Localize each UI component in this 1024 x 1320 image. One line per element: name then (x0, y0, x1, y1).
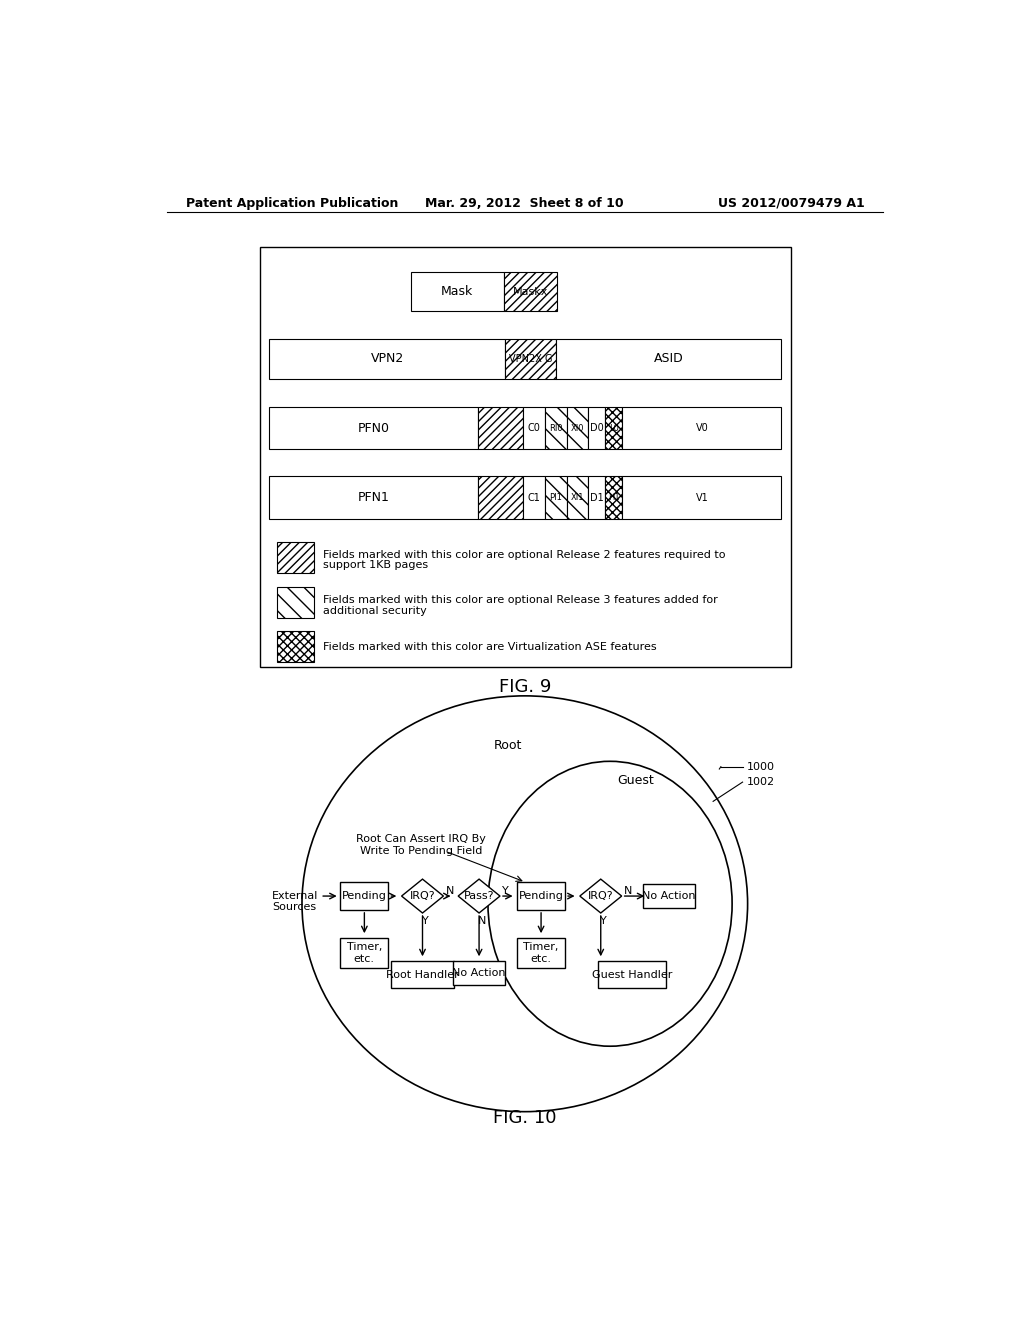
Bar (269, 407, 478, 450)
Text: V0: V0 (695, 424, 709, 433)
Text: External
Sources: External Sources (271, 891, 317, 912)
Text: FIG. 9: FIG. 9 (499, 678, 551, 696)
Bar (517, 882, 565, 909)
Text: VPN2X G: VPN2X G (509, 354, 552, 363)
Text: Y: Y (600, 916, 607, 927)
Text: No Action: No Action (453, 968, 506, 978)
Text: Y: Y (422, 916, 429, 927)
Text: ASID: ASID (653, 352, 683, 366)
Text: PI1: PI1 (549, 494, 562, 502)
Text: US 2012/0079479 A1: US 2012/0079479 A1 (718, 197, 864, 210)
Bar (589, 407, 605, 450)
Text: Pending: Pending (518, 891, 563, 902)
Text: Pass?: Pass? (464, 891, 495, 902)
Text: XI0: XI0 (570, 424, 585, 433)
Text: H1: H1 (608, 494, 620, 502)
Text: C0: C0 (527, 424, 541, 433)
Text: Root Can Assert IRQ By
Write To Pending Field: Root Can Assert IRQ By Write To Pending … (356, 834, 485, 857)
Bar (276, 587, 314, 618)
Bar (623, 477, 781, 519)
Text: Timer,
etc.: Timer, etc. (523, 942, 559, 964)
Text: L0: L0 (609, 424, 618, 433)
Bar (340, 939, 388, 968)
Text: N: N (445, 887, 454, 896)
Text: Guest Handler: Guest Handler (592, 970, 672, 979)
Text: Guest: Guest (617, 774, 654, 787)
Bar (545, 407, 566, 450)
Bar (605, 477, 623, 519)
Bar (523, 477, 545, 519)
Text: Maskx: Maskx (513, 286, 548, 297)
Bar (276, 543, 314, 573)
Text: Y: Y (503, 887, 509, 896)
Text: Mar. 29, 2012  Sheet 8 of 10: Mar. 29, 2012 Sheet 8 of 10 (426, 197, 624, 210)
Bar (623, 407, 781, 450)
Text: XI1: XI1 (570, 494, 585, 502)
Polygon shape (580, 879, 622, 913)
Bar (269, 477, 478, 519)
Bar (340, 882, 388, 909)
Text: 1000: 1000 (746, 762, 774, 772)
Bar (566, 477, 589, 519)
Text: Root: Root (494, 739, 522, 751)
Text: RI0: RI0 (549, 424, 562, 433)
Text: Mask: Mask (441, 285, 473, 298)
Bar (598, 961, 666, 989)
Bar (276, 631, 314, 663)
Polygon shape (458, 879, 500, 913)
Bar (517, 939, 565, 968)
Text: support 1KB pages: support 1KB pages (324, 560, 428, 570)
Bar (411, 272, 504, 312)
Text: D1: D1 (590, 492, 604, 503)
Text: Pending: Pending (342, 891, 387, 902)
Text: VPN2: VPN2 (371, 352, 403, 366)
Text: Fields marked with this color are Virtualization ASE features: Fields marked with this color are Virtua… (324, 642, 657, 652)
Text: V1: V1 (695, 492, 709, 503)
Bar (453, 961, 506, 985)
Bar (566, 407, 589, 450)
Bar (506, 339, 556, 379)
Text: N: N (624, 887, 633, 896)
Text: D0: D0 (590, 424, 604, 433)
Bar (589, 477, 605, 519)
Bar (478, 477, 523, 519)
Text: Patent Application Publication: Patent Application Publication (186, 197, 398, 210)
Text: PFN1: PFN1 (357, 491, 389, 504)
Text: IRQ?: IRQ? (410, 891, 435, 902)
Bar (643, 884, 695, 908)
Text: Root Handler: Root Handler (386, 970, 459, 979)
Text: C1: C1 (527, 492, 541, 503)
Text: Fields marked with this color are optional Release 2 features required to: Fields marked with this color are option… (324, 549, 726, 560)
Ellipse shape (302, 696, 748, 1111)
Polygon shape (401, 879, 443, 913)
Bar (478, 407, 523, 450)
Text: N: N (478, 916, 486, 927)
Bar (260, 247, 791, 667)
Bar (391, 961, 455, 989)
Bar (545, 477, 566, 519)
Bar (605, 407, 623, 450)
Text: Fields marked with this color are optional Release 3 features added for: Fields marked with this color are option… (324, 595, 718, 605)
Bar (504, 272, 557, 312)
Text: 1002: 1002 (746, 777, 774, 787)
Bar (523, 407, 545, 450)
Text: No Action: No Action (642, 891, 695, 902)
Text: IRQ?: IRQ? (588, 891, 613, 902)
Text: Timer,
etc.: Timer, etc. (347, 942, 382, 964)
Ellipse shape (488, 762, 732, 1047)
Bar (556, 339, 781, 379)
Text: additional security: additional security (324, 606, 427, 615)
Text: PFN0: PFN0 (357, 422, 390, 434)
Text: FIG. 10: FIG. 10 (493, 1109, 557, 1127)
Bar (269, 339, 506, 379)
